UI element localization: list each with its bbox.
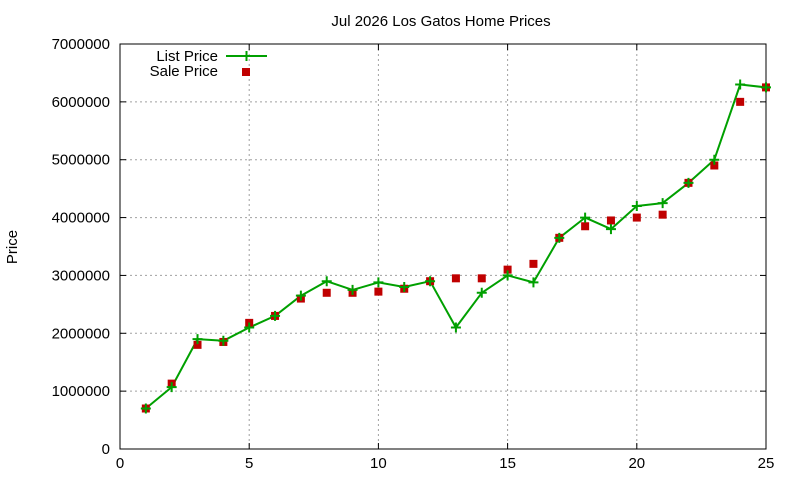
y-tick-label: 6000000 bbox=[52, 94, 110, 111]
list-price-point bbox=[270, 310, 281, 321]
sale-price-point bbox=[658, 210, 667, 219]
sale-price-point bbox=[374, 287, 383, 296]
x-tick-label: 15 bbox=[499, 455, 516, 472]
list-price-point bbox=[683, 177, 694, 188]
list-price-point bbox=[450, 322, 461, 333]
sale-price-point bbox=[606, 216, 615, 225]
x-tick-label: 0 bbox=[116, 455, 124, 472]
list-price-point bbox=[528, 277, 539, 288]
list-price-point bbox=[657, 198, 668, 209]
chart-title: Jul 2026 Los Gatos Home Prices bbox=[331, 13, 550, 30]
list-price-point bbox=[735, 79, 746, 90]
y-axis-label: Price bbox=[4, 230, 21, 264]
axis-ticks: 0 1000000 2000000 3000000 4000000 5000000 6000… bbox=[52, 36, 775, 472]
list-price-point bbox=[244, 322, 255, 333]
list-price-point bbox=[554, 232, 565, 243]
list-price-point bbox=[605, 224, 616, 235]
plot-frame bbox=[119, 43, 767, 450]
y-tick-label: 2000000 bbox=[52, 325, 110, 342]
list-price-point bbox=[140, 403, 151, 414]
x-tick-label: 20 bbox=[628, 455, 645, 472]
sale-price-point bbox=[451, 274, 460, 283]
list-price-point bbox=[192, 334, 203, 345]
list-price-point bbox=[425, 276, 436, 287]
list-price-line bbox=[145, 83, 767, 410]
list-price-point bbox=[373, 277, 384, 288]
y-tick-label: 3000000 bbox=[52, 267, 110, 284]
legend-label-list-price: List Price bbox=[156, 48, 218, 65]
legend-marker-list-price bbox=[241, 51, 252, 61]
x-tick-label: 5 bbox=[245, 455, 253, 472]
list-price-point bbox=[761, 82, 771, 93]
sale-price-point bbox=[477, 274, 486, 283]
list-price-point bbox=[399, 282, 410, 292]
grid bbox=[120, 44, 766, 449]
sale-price-point bbox=[736, 97, 745, 106]
y-tick-label: 1000000 bbox=[52, 383, 110, 400]
list-price-point bbox=[631, 201, 642, 211]
sale-price-point bbox=[322, 288, 331, 297]
sale-price-point bbox=[503, 265, 512, 274]
list-price-point bbox=[295, 290, 306, 301]
list-price-point bbox=[218, 335, 229, 346]
list-price-point bbox=[476, 287, 487, 298]
y-tick-label: 5000000 bbox=[52, 152, 110, 169]
x-tick-label: 25 bbox=[758, 455, 775, 472]
list-price-point bbox=[166, 382, 177, 393]
sale-price-point bbox=[193, 340, 202, 349]
y-tick-label: 0 bbox=[102, 441, 110, 458]
legend-label-sale-price: Sale Price bbox=[150, 63, 218, 80]
sale-price-point bbox=[632, 213, 641, 222]
y-tick-label: 4000000 bbox=[52, 210, 110, 227]
legend: List Price Sale Price bbox=[150, 48, 267, 80]
sale-price-point bbox=[581, 222, 590, 231]
list-price-point bbox=[580, 212, 591, 223]
list-price-point bbox=[321, 276, 332, 287]
list-price-point bbox=[347, 284, 358, 295]
legend-marker-sale-price bbox=[242, 68, 250, 76]
list-price-point bbox=[502, 270, 513, 281]
sale-price-point bbox=[529, 259, 538, 268]
list-price-point bbox=[709, 154, 720, 165]
x-tick-label: 10 bbox=[370, 455, 387, 472]
sale-price-point bbox=[710, 161, 719, 170]
series-layer bbox=[140, 79, 771, 414]
y-tick-label: 7000000 bbox=[52, 36, 110, 53]
